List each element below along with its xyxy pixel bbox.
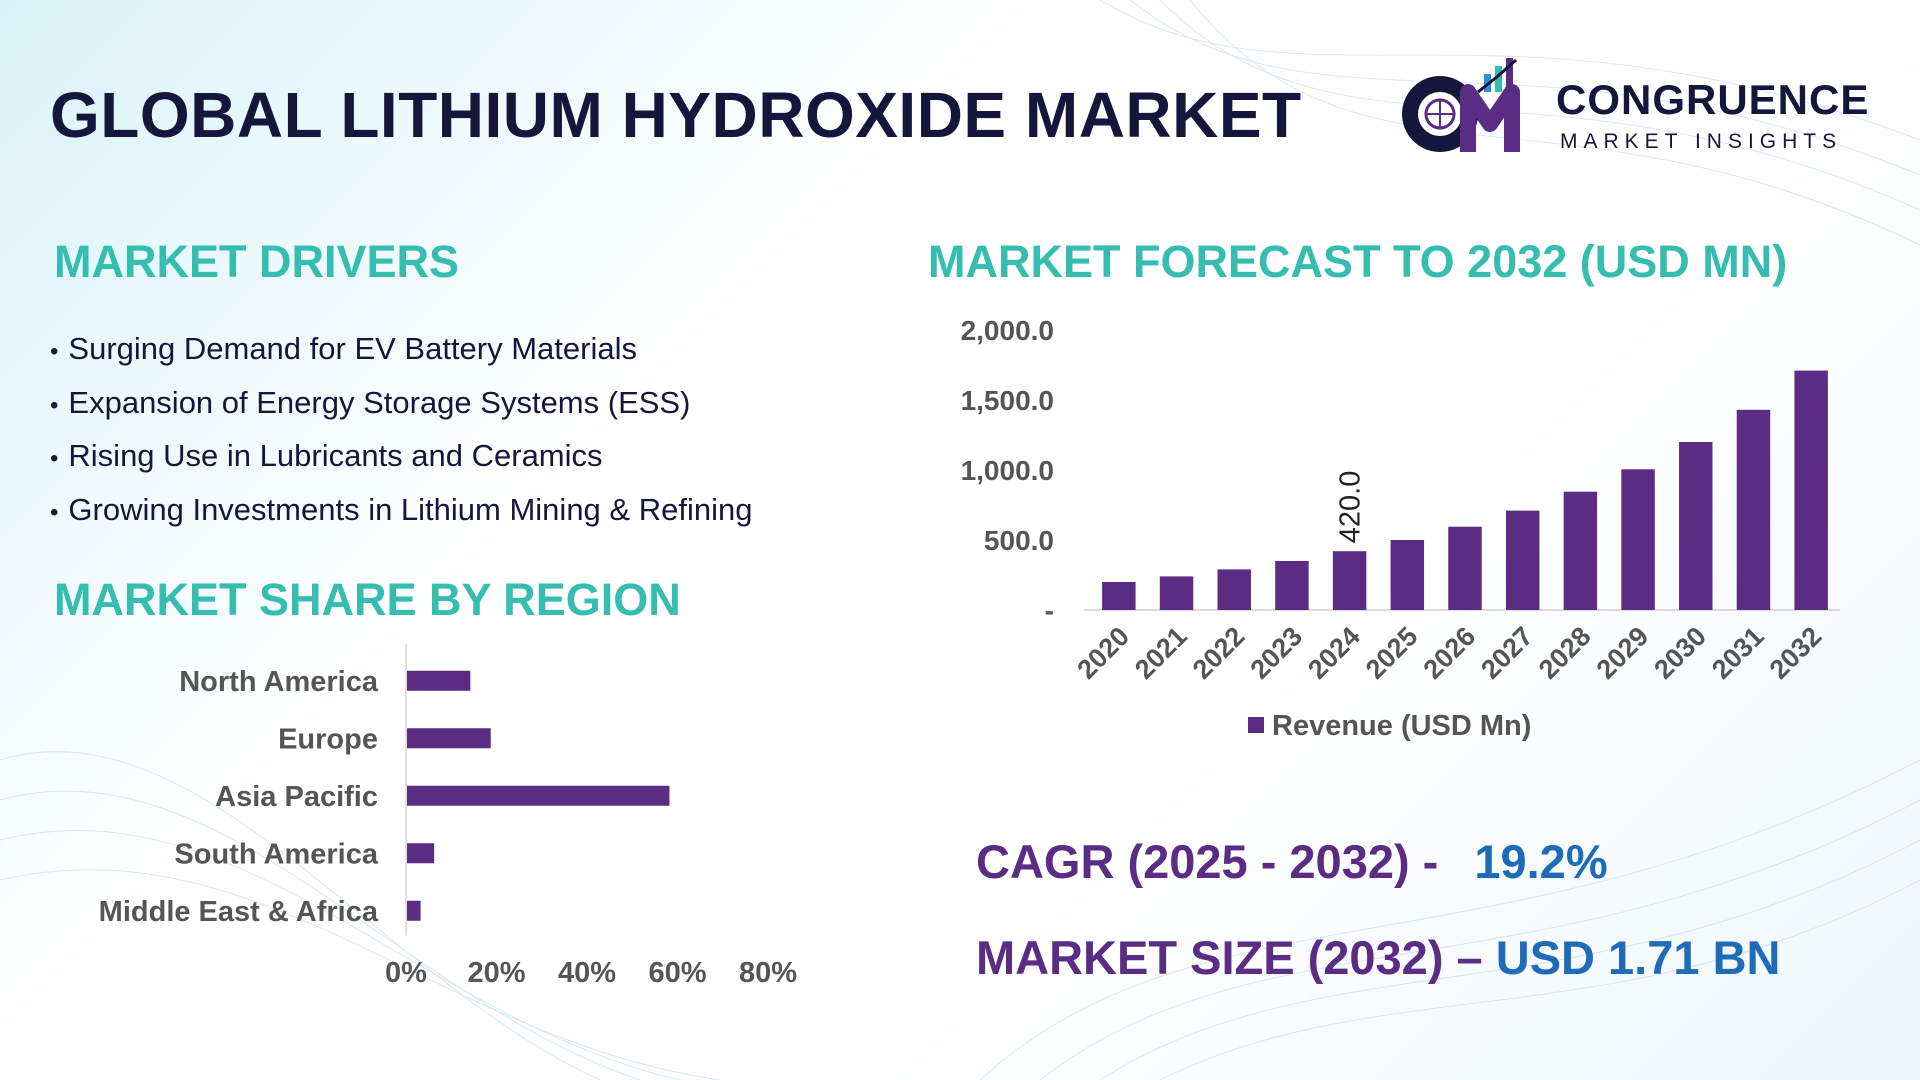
x-tick-label: 2027: [1475, 621, 1539, 685]
driver-item: • Expansion of Energy Storage Systems (ES…: [50, 384, 691, 420]
forecast-bar-2029: [1621, 469, 1655, 610]
forecast-bar-2024: [1332, 551, 1367, 610]
region-label: North America: [179, 666, 379, 698]
x-tick-label: 2021: [1129, 621, 1193, 685]
logo-mark-icon: [1402, 58, 1520, 152]
x-tick-label: 2020: [1071, 621, 1135, 685]
market-size-kpi: MARKET SIZE (2032) – USD 1.71 BN: [976, 930, 1780, 985]
cagr-kpi: CAGR (2025 - 2032) - 19.2%: [976, 834, 1608, 889]
page-title: GLOBAL LITHIUM HYDROXIDE MARKET: [50, 79, 1302, 151]
legend-label: Revenue (USD Mn): [1272, 710, 1531, 742]
company-logo: CONGRUENCE MARKET INSIGHTS: [1398, 52, 1868, 162]
region-bar: [407, 785, 670, 806]
forecast-bar-2028: [1563, 491, 1598, 610]
forecast-bar-chart: -500.01,000.01,500.02,000.02020202120222…: [961, 315, 1840, 742]
x-tick-label: 0%: [385, 957, 427, 989]
region-label: Asia Pacific: [215, 781, 378, 813]
x-tick-label: 2028: [1533, 621, 1597, 685]
market-drivers-list: • Surging Demand for EV Battery Materials…: [50, 322, 752, 536]
forecast-bar-2032: [1794, 370, 1828, 610]
x-tick-label: 20%: [467, 957, 525, 989]
driver-item-text: Growing Investments in Lithium Mining & …: [68, 491, 753, 527]
cagr-value: 19.2%: [1474, 835, 1608, 888]
market-size-label: MARKET SIZE (2032) –: [976, 931, 1483, 984]
y-tick-label: 2,000.0: [961, 315, 1054, 346]
forecast-bar-2026: [1448, 526, 1482, 610]
region-bar: [407, 843, 435, 864]
region-bar: [407, 670, 471, 691]
x-tick-label: 2022: [1187, 621, 1251, 685]
x-tick-label: 2029: [1591, 621, 1655, 685]
cagr-label: CAGR (2025 - 2032) -: [976, 835, 1439, 888]
forecast-bar-2025: [1390, 540, 1425, 610]
x-tick-label: 2031: [1706, 621, 1770, 685]
region-bar: [407, 900, 421, 921]
forecast-bar-2021: [1159, 576, 1194, 610]
x-tick-label: 2025: [1360, 621, 1424, 685]
driver-item-text: Expansion of Energy Storage Systems (ESS…: [68, 384, 691, 420]
driver-item: • Surging Demand for EV Battery Materials: [50, 331, 637, 366]
y-tick-label: 1,000.0: [961, 455, 1054, 486]
forecast-bar-2030: [1679, 442, 1713, 610]
forecast-bar-2027: [1505, 510, 1540, 610]
driver-item: • Rising Use in Lubricants and Ceramics: [50, 438, 603, 473]
logo-tagline: MARKET INSIGHTS: [1560, 130, 1843, 153]
driver-item: • Growing Investments in Lithium Mining &…: [50, 491, 753, 527]
data-label: 420.0: [1335, 471, 1367, 544]
region-bar: [407, 728, 491, 749]
y-tick-label: 500.0: [984, 525, 1054, 556]
driver-item-text: Rising Use in Lubricants and Ceramics: [68, 438, 603, 473]
x-tick-label: 2030: [1648, 621, 1712, 685]
market-share-heading: MARKET SHARE BY REGION: [54, 574, 681, 625]
x-tick-label: 2032: [1764, 621, 1828, 685]
x-tick-label: 2024: [1302, 621, 1366, 685]
market-drivers-heading: MARKET DRIVERS: [54, 236, 460, 287]
x-tick-label: 80%: [739, 957, 797, 989]
y-tick-label: 1,500.0: [961, 385, 1054, 416]
region-share-bar-chart: North America Europe Asia Pacific South Ame…: [99, 644, 797, 989]
forecast-bar-2020: [1102, 582, 1136, 610]
region-label: South America: [174, 838, 378, 870]
y-tick-label: -: [1045, 595, 1054, 626]
market-size-value: USD 1.71 BN: [1495, 931, 1781, 984]
driver-item-text: Surging Demand for EV Battery Materials: [68, 331, 637, 366]
forecast-bar-2022: [1217, 569, 1251, 610]
forecast-bar-2023: [1275, 561, 1309, 610]
logo-name: CONGRUENCE: [1556, 76, 1870, 123]
region-label: Europe: [278, 723, 378, 755]
x-tick-label: 40%: [558, 957, 616, 989]
x-tick-label: 2023: [1244, 621, 1308, 685]
legend-swatch: [1248, 717, 1264, 733]
market-forecast-heading: MARKET FORECAST TO 2032 (USD MN): [928, 236, 1788, 287]
x-tick-label: 2026: [1418, 621, 1482, 685]
forecast-bar-2031: [1736, 409, 1771, 610]
region-label: Middle East & Africa: [99, 896, 379, 928]
x-tick-label: 60%: [648, 957, 706, 989]
